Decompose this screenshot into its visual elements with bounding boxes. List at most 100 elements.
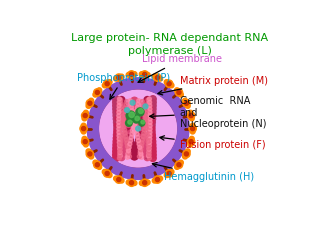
Circle shape [145, 130, 149, 133]
Circle shape [118, 146, 122, 150]
Circle shape [148, 156, 151, 160]
Circle shape [115, 115, 122, 121]
Circle shape [118, 152, 124, 159]
Circle shape [105, 82, 109, 86]
Circle shape [141, 134, 145, 138]
Text: Matrix protein (M): Matrix protein (M) [158, 76, 268, 95]
Circle shape [145, 108, 149, 112]
Circle shape [146, 98, 150, 102]
Circle shape [113, 145, 119, 151]
Circle shape [124, 134, 128, 138]
Circle shape [131, 153, 137, 160]
Circle shape [140, 131, 146, 137]
Circle shape [130, 150, 137, 156]
Circle shape [93, 92, 98, 97]
Circle shape [148, 122, 155, 129]
Circle shape [144, 154, 151, 161]
Circle shape [128, 142, 132, 146]
Circle shape [147, 146, 151, 150]
Circle shape [119, 151, 125, 157]
Circle shape [123, 131, 127, 135]
Circle shape [141, 179, 148, 186]
Circle shape [140, 120, 146, 126]
Circle shape [142, 109, 146, 114]
Circle shape [136, 135, 140, 139]
Circle shape [125, 120, 132, 126]
Circle shape [130, 101, 137, 107]
Circle shape [128, 99, 132, 103]
Circle shape [113, 138, 120, 145]
Circle shape [184, 152, 188, 156]
Circle shape [88, 101, 92, 105]
Circle shape [125, 144, 130, 149]
Circle shape [121, 123, 125, 127]
Circle shape [152, 74, 157, 79]
Circle shape [116, 142, 123, 149]
Circle shape [124, 106, 127, 110]
Circle shape [115, 136, 122, 142]
Circle shape [137, 130, 144, 137]
Circle shape [126, 148, 130, 152]
Circle shape [126, 152, 130, 156]
Circle shape [190, 129, 195, 134]
Circle shape [114, 132, 120, 138]
Circle shape [144, 120, 148, 124]
Circle shape [124, 108, 130, 113]
Circle shape [143, 125, 147, 128]
Circle shape [147, 150, 151, 154]
Circle shape [140, 155, 144, 159]
Circle shape [146, 108, 153, 115]
Circle shape [117, 107, 121, 111]
Circle shape [89, 98, 94, 103]
Circle shape [148, 97, 151, 101]
Circle shape [117, 156, 121, 160]
Circle shape [146, 139, 150, 144]
Circle shape [148, 110, 152, 114]
Circle shape [145, 102, 152, 108]
Circle shape [84, 110, 88, 115]
Circle shape [145, 72, 150, 77]
Circle shape [127, 140, 134, 146]
Circle shape [132, 181, 137, 186]
Circle shape [148, 126, 155, 132]
Circle shape [126, 117, 132, 124]
Circle shape [141, 110, 148, 116]
Circle shape [86, 149, 91, 154]
Circle shape [177, 90, 181, 95]
Circle shape [148, 114, 152, 118]
Circle shape [121, 118, 125, 122]
Circle shape [132, 115, 136, 119]
Circle shape [117, 144, 122, 148]
Circle shape [188, 142, 193, 147]
Circle shape [164, 173, 169, 178]
Circle shape [146, 142, 153, 149]
Circle shape [131, 129, 134, 133]
Circle shape [83, 140, 87, 144]
Circle shape [185, 149, 190, 154]
Circle shape [82, 138, 89, 145]
Circle shape [122, 117, 129, 123]
Circle shape [80, 125, 87, 132]
Circle shape [118, 154, 122, 158]
Circle shape [189, 136, 194, 141]
Circle shape [145, 149, 152, 156]
Circle shape [158, 176, 163, 181]
Circle shape [148, 137, 152, 141]
Circle shape [127, 151, 131, 155]
Circle shape [189, 125, 196, 132]
Circle shape [141, 141, 148, 147]
Circle shape [149, 155, 156, 162]
Circle shape [128, 120, 132, 124]
Circle shape [148, 107, 152, 111]
Circle shape [119, 103, 126, 110]
Circle shape [120, 111, 124, 115]
Circle shape [128, 143, 135, 150]
Circle shape [129, 139, 132, 143]
Circle shape [189, 116, 194, 121]
Circle shape [119, 105, 123, 108]
Circle shape [139, 148, 143, 152]
Circle shape [148, 100, 152, 104]
Circle shape [136, 117, 143, 124]
Circle shape [113, 112, 120, 119]
Circle shape [148, 134, 152, 138]
